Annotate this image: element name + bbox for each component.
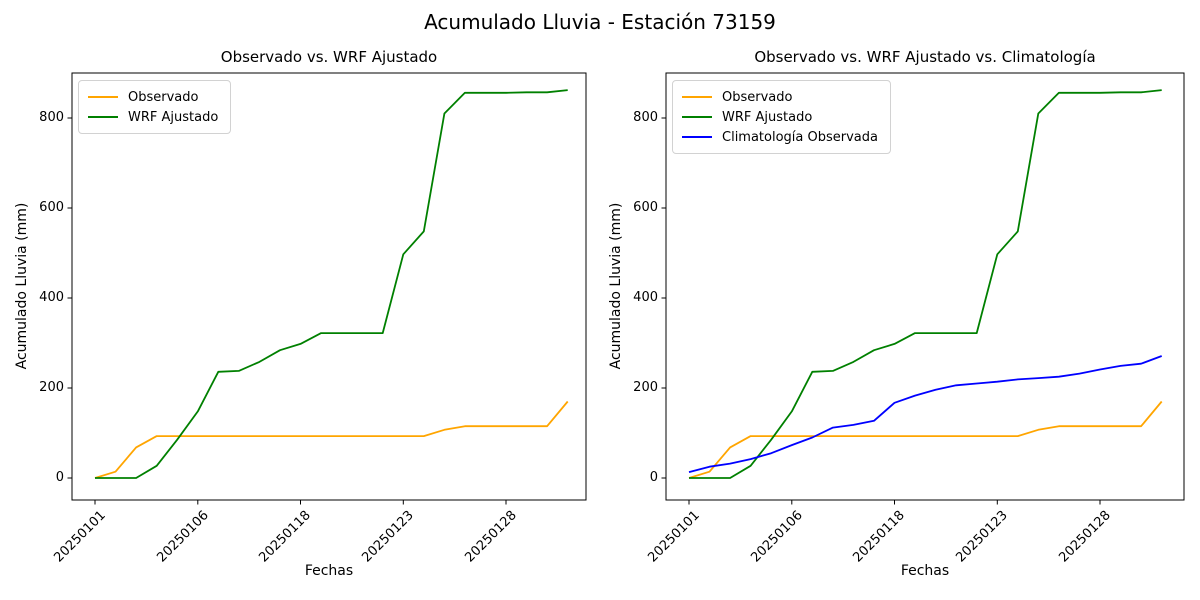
legend-item: WRF Ajustado <box>682 107 878 127</box>
legend-item: Observado <box>682 87 878 107</box>
legend-line-swatch <box>88 96 118 98</box>
legend-line-swatch <box>88 116 118 118</box>
left-chart-legend: Observado WRF Ajustado <box>78 80 232 134</box>
legend-label: Climatología Observada <box>722 129 878 145</box>
legend-item: WRF Ajustado <box>88 107 218 127</box>
right-chart-title: Observado vs. WRF Ajustado vs. Climatolo… <box>754 48 1096 66</box>
right-chart-legend: Observado WRF Ajustado Climatología Observ… <box>672 80 891 154</box>
legend-item: Observado <box>88 87 218 107</box>
y-tick-label: 200 <box>39 379 64 395</box>
legend-item: Climatología Observada <box>682 127 878 147</box>
figure-title: Acumulado Lluvia - Estación 73159 <box>424 10 776 34</box>
legend-label: WRF Ajustado <box>128 109 219 125</box>
y-tick-label: 400 <box>633 289 658 305</box>
y-tick-label: 200 <box>633 379 658 395</box>
left-chart-xlabel: Fechas <box>304 563 354 579</box>
y-tick-label: 800 <box>633 109 658 125</box>
legend-line-swatch <box>682 136 712 138</box>
y-tick-label: 800 <box>39 109 64 125</box>
left-chart-title: Observado vs. WRF Ajustado <box>220 48 438 66</box>
legend-label: WRF Ajustado <box>722 109 813 125</box>
legend-label: Observado <box>128 89 199 105</box>
right-chart-xlabel: Fechas <box>900 563 950 579</box>
y-tick-label: 400 <box>39 289 64 305</box>
legend-line-swatch <box>682 116 712 118</box>
y-tick-label: 0 <box>55 469 64 485</box>
right-chart-ylabel: Acumulado Lluvia (mm) <box>608 202 624 370</box>
y-tick-label: 0 <box>649 469 658 485</box>
y-tick-label: 600 <box>633 199 658 215</box>
y-tick-label: 600 <box>39 199 64 215</box>
legend-label: Observado <box>722 89 793 105</box>
legend-line-swatch <box>682 96 712 98</box>
